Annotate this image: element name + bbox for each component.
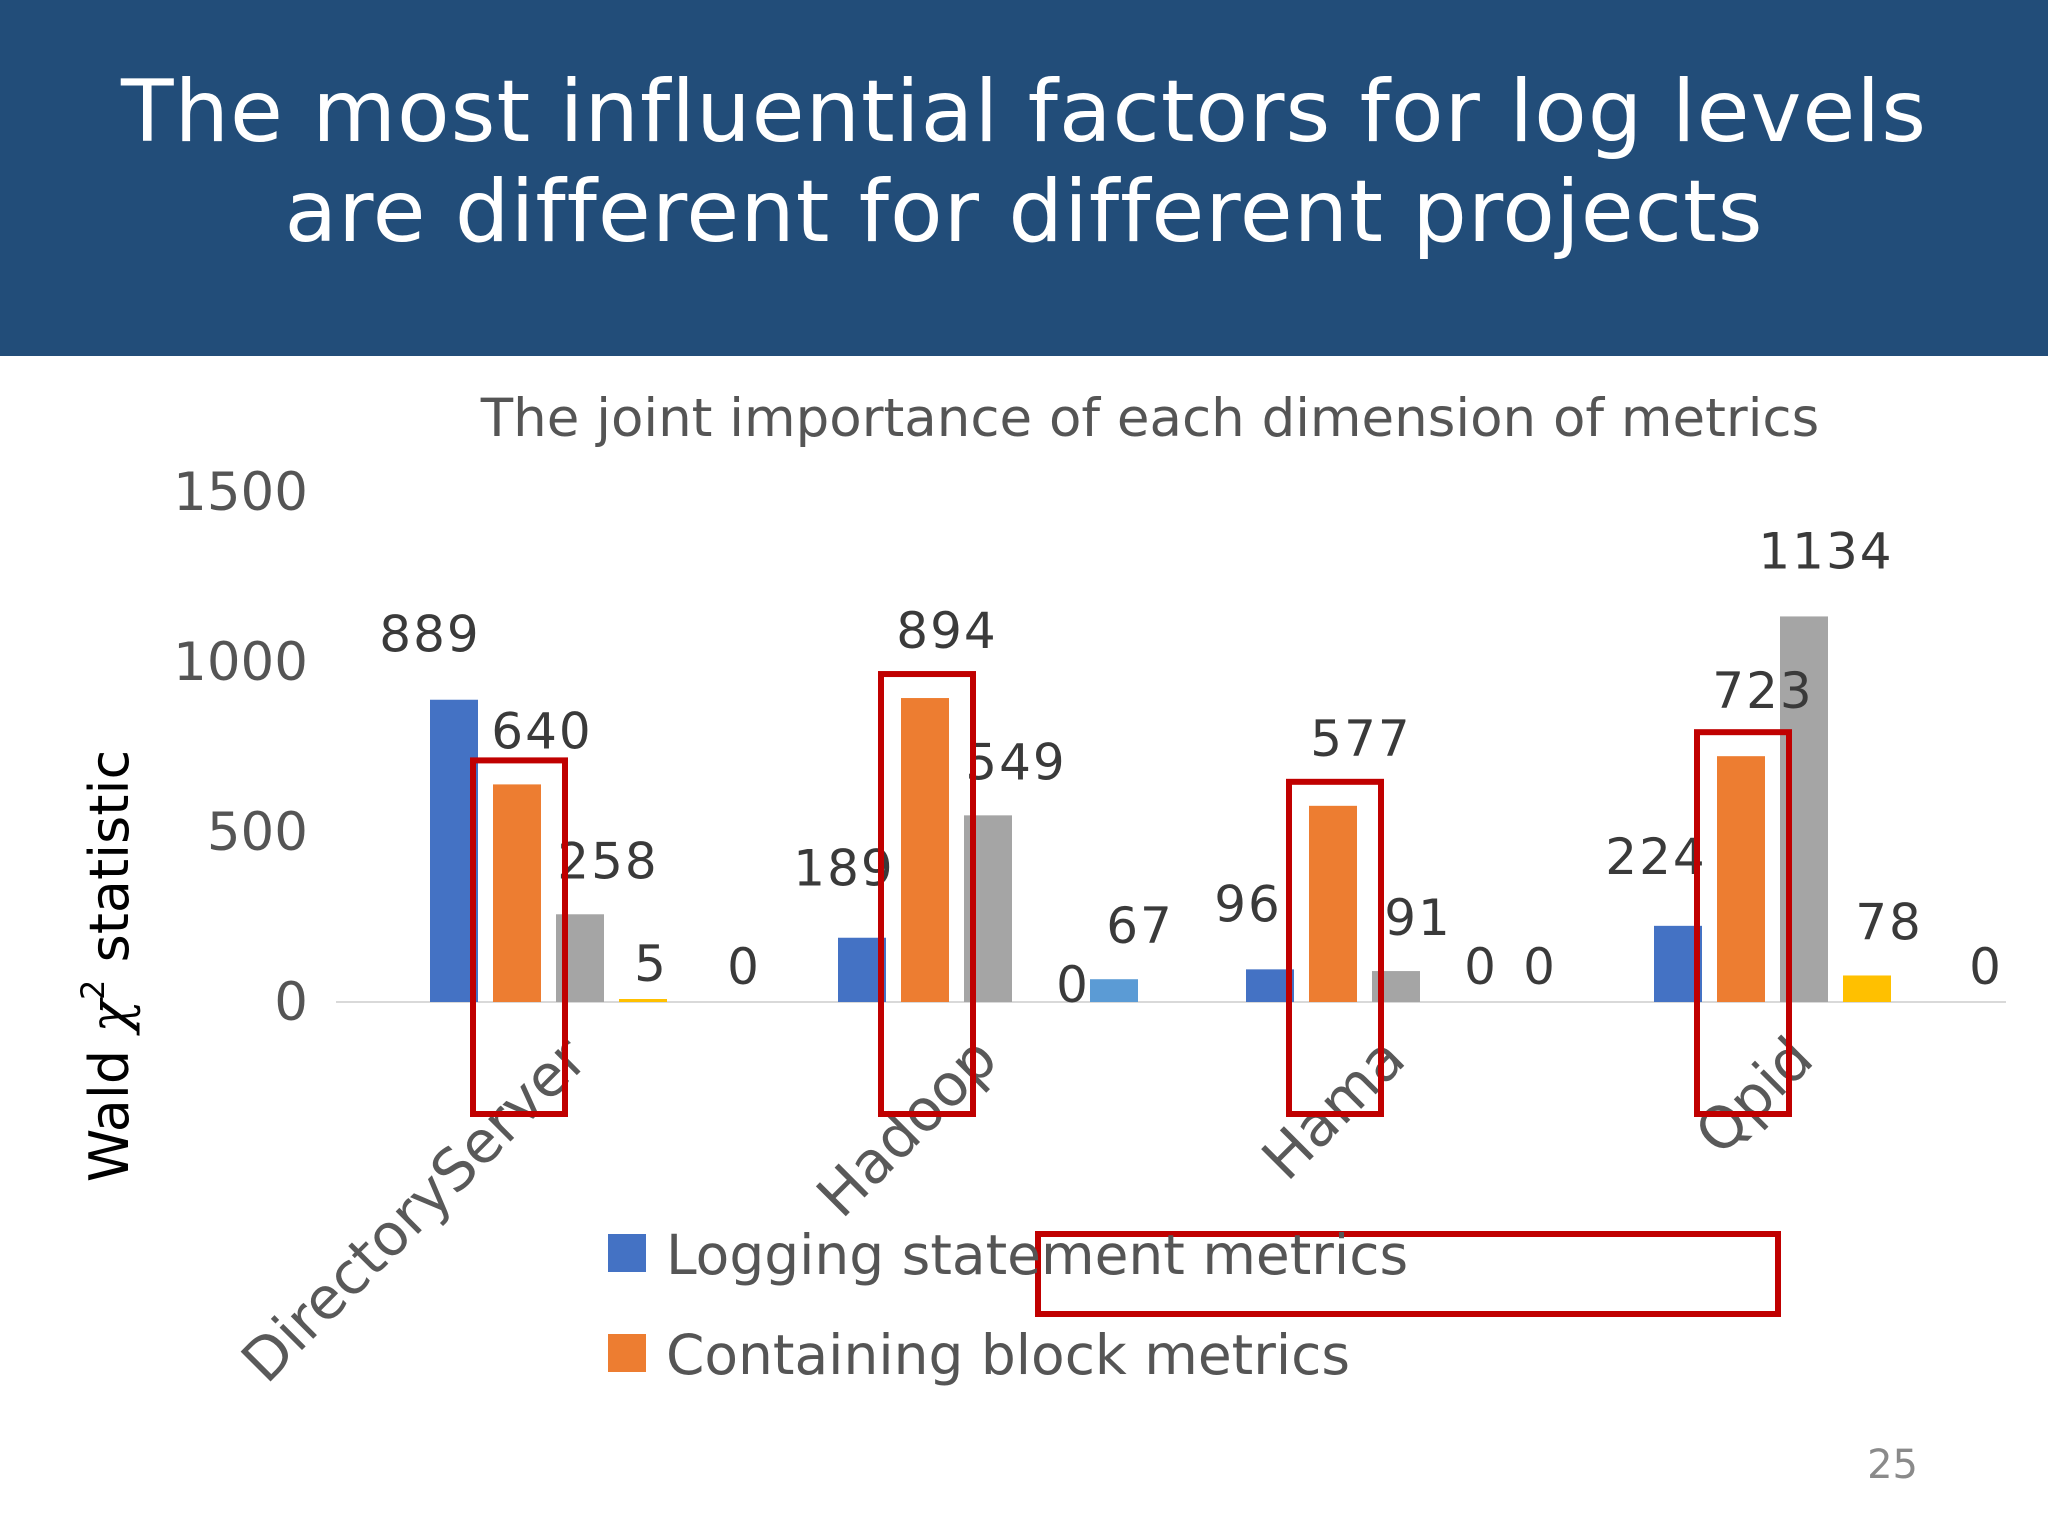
chart-title: The joint importance of each dimension o… (480, 388, 1819, 449)
y-axis-label-prefix: Wald (78, 1033, 141, 1182)
data-label: 0 (1464, 938, 1498, 996)
slide-title-line-1: The most influential factors for log lev… (121, 62, 1927, 162)
legend-label: Logging statement metrics (666, 1223, 1408, 1287)
data-label: 894 (896, 602, 997, 660)
data-label: 1134 (1758, 522, 1893, 580)
category-label-hadoop: Hadoop (804, 1024, 1010, 1230)
highlight-boxes (470, 671, 1792, 1317)
y-tick-label: 500 (207, 802, 308, 863)
data-label: 549 (965, 733, 1066, 791)
y-tick-label: 1000 (173, 632, 308, 693)
category-label-qpid: Qpid (1682, 1024, 1826, 1168)
data-label: 78 (1855, 893, 1923, 951)
data-label: 889 (379, 606, 480, 664)
bar-directoryserver-series-2 (493, 784, 541, 1002)
bar-directoryserver-series-4 (619, 999, 667, 1002)
slide-title: The most influential factors for log lev… (0, 62, 2048, 262)
y-axis-label-suffix: statistic (78, 750, 141, 980)
data-label: 723 (1712, 662, 1813, 720)
data-label: 67 (1106, 897, 1174, 955)
category-label-hama: Hama (1249, 1024, 1418, 1193)
y-tick-label: 0 (274, 972, 308, 1033)
highlight-box-legend (1035, 1231, 1781, 1317)
y-axis-label-symbol: χ (78, 997, 141, 1037)
bar-hadoop-series-5 (1090, 979, 1138, 1002)
bar-chart: The joint importance of each dimension o… (74, 388, 2006, 1396)
highlight-box-directoryserver (470, 757, 568, 1117)
y-axis-ticks: 0 500 1000 1500 (173, 462, 308, 1033)
highlight-box-hadoop (878, 671, 976, 1117)
legend: Logging statement metrics Containing bloc… (608, 1223, 1408, 1387)
y-axis-label: Wald χ2 statistic (74, 750, 141, 1182)
title-banner: The most influential factors for log lev… (0, 0, 2048, 356)
data-label: 0 (1056, 956, 1090, 1014)
data-label: 91 (1384, 889, 1452, 947)
data-label: 224 (1605, 828, 1706, 886)
data-label: 96 (1214, 875, 1282, 933)
data-label: 189 (793, 840, 894, 898)
bar-qpid-series-4 (1843, 975, 1891, 1002)
y-axis-label-superscript: 2 (74, 980, 112, 1000)
data-label: 258 (557, 832, 658, 890)
data-label: 0 (727, 938, 761, 996)
data-label: 577 (1310, 710, 1411, 768)
legend-swatch (608, 1234, 646, 1272)
bar-hadoop-series-2 (901, 698, 949, 1002)
bar-qpid-series-2 (1717, 756, 1765, 1002)
bar-hama-series-2 (1309, 805, 1357, 1002)
data-label: 0 (1523, 938, 1557, 996)
legend-label: Containing block metrics (666, 1323, 1350, 1387)
data-label: 5 (634, 935, 668, 993)
legend-swatch (608, 1334, 646, 1372)
highlight-box-hama (1286, 778, 1384, 1117)
highlight-box-qpid (1694, 729, 1792, 1117)
data-label: 0 (1969, 938, 2003, 996)
category-label-directoryserver: DirectoryServer (228, 1024, 600, 1396)
data-label: 640 (491, 702, 592, 760)
page-number: 25 (1867, 1442, 1918, 1488)
y-tick-label: 1500 (173, 462, 308, 523)
slide-title-line-2: are different for different projects (284, 162, 1764, 262)
